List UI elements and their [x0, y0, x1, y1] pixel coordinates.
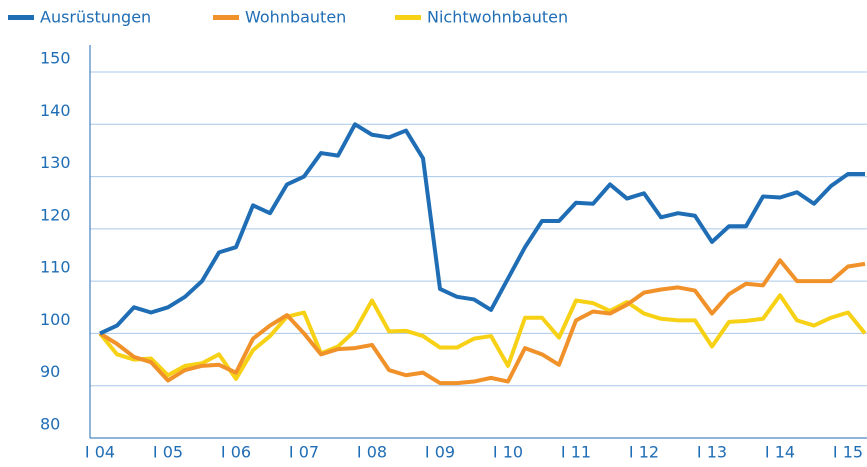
x-tick-label: I 10: [493, 443, 523, 462]
x-tick-label: I 04: [85, 443, 115, 462]
x-tick-label: I 14: [765, 443, 795, 462]
y-tick-label: 90: [40, 362, 60, 381]
x-tick-label: I 15: [833, 443, 863, 462]
legend-label: Nichtwohnbauten: [427, 8, 568, 27]
x-tick-label: I 11: [561, 443, 591, 462]
y-tick-label: 150: [40, 49, 71, 68]
y-tick-label: 80: [40, 415, 60, 434]
y-tick-label: 100: [40, 310, 71, 329]
line-series: [98, 258, 866, 386]
x-tick-label: I 13: [697, 443, 727, 462]
y-tick-label: 140: [40, 101, 71, 120]
x-tick-label: I 12: [629, 443, 659, 462]
line-series: [99, 122, 865, 336]
x-tick-label: I 09: [425, 443, 455, 462]
x-tick-label: I 08: [357, 443, 387, 462]
y-tick-label: 110: [40, 258, 71, 277]
x-tick-label: I 06: [221, 443, 251, 462]
legend-label: Ausrüstungen: [40, 8, 151, 27]
y-tick-label: 120: [40, 205, 71, 224]
legend-label: Wohnbauten: [245, 8, 346, 27]
legend-swatch: [395, 15, 421, 20]
x-tick-label: I 07: [289, 443, 319, 462]
legend-swatch: [213, 15, 239, 20]
y-tick-label: 130: [40, 153, 71, 172]
x-tick-label: I 05: [153, 443, 183, 462]
legend-swatch: [8, 15, 34, 20]
